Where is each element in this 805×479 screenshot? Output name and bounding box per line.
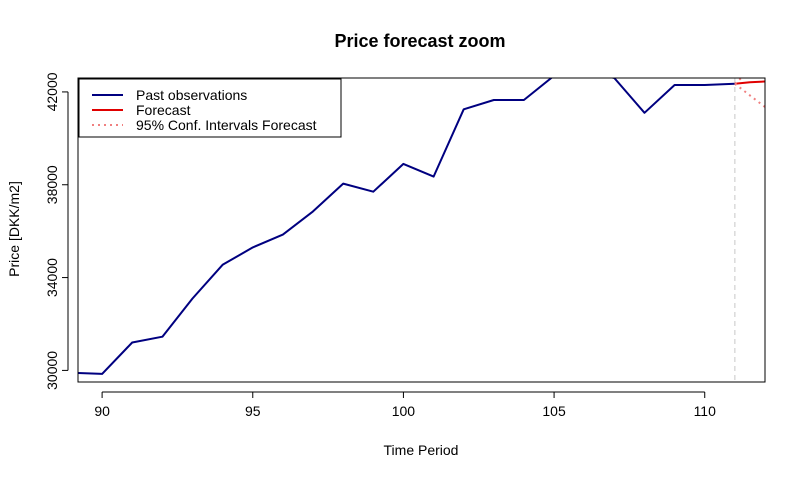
- x-axis-label: Time Period: [384, 442, 459, 458]
- y-axis-label: Price [DKK/m2]: [6, 181, 22, 277]
- 95-conf-intervals-forecast-lower-line: [734, 83, 765, 108]
- x-tick-label: 105: [542, 403, 566, 419]
- 95-conf-intervals-forecast-upper-line: [734, 78, 743, 85]
- x-tick-label: 100: [392, 403, 416, 419]
- x-tick-label: 90: [94, 403, 110, 419]
- y-tick-label: 38000: [44, 165, 60, 204]
- past-observations-line: [78, 78, 735, 375]
- x-tick-label: 110: [694, 403, 717, 419]
- legend-label-forecast: Forecast: [136, 102, 191, 118]
- forecast-line: [734, 80, 765, 85]
- legend-label-95-conf-intervals-forecast: 95% Conf. Intervals Forecast: [136, 117, 317, 133]
- chart-title: Price forecast zoom: [334, 31, 505, 51]
- y-tick-label: 42000: [44, 72, 60, 111]
- legend-box: [78, 78, 342, 138]
- x-tick-label: 95: [245, 403, 261, 419]
- y-tick-label: 30000: [44, 351, 60, 390]
- plot-frame: [77, 77, 766, 383]
- y-tick-label: 34000: [44, 258, 60, 297]
- legend-label-past-observations: Past observations: [136, 87, 247, 103]
